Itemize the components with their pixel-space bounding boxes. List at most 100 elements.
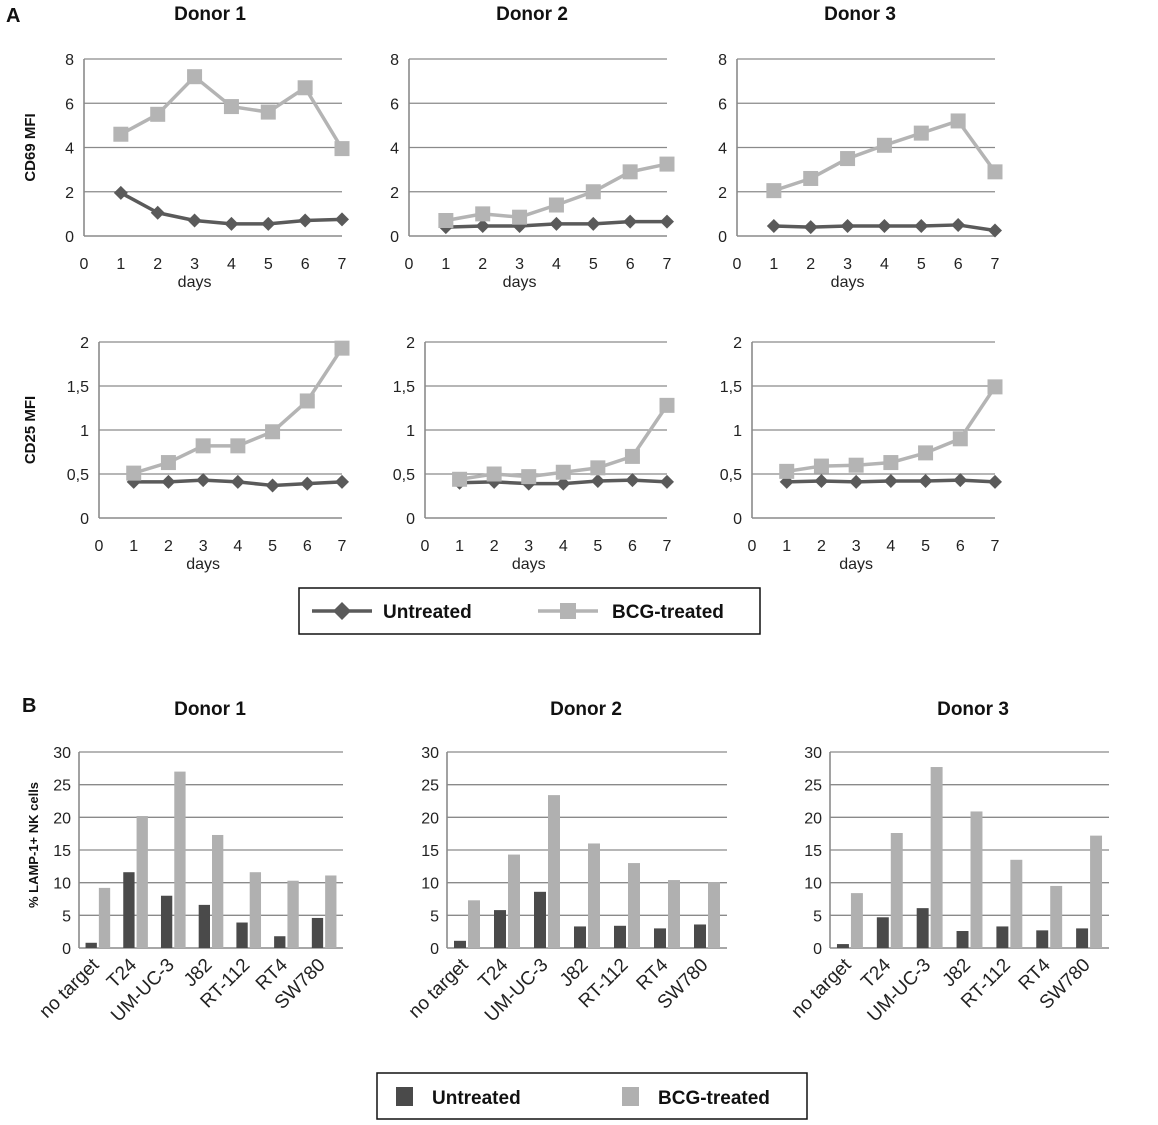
line-chart-a-cd69-d3: 0 2 4 6 8 0 1 2 3 4 5 6 7 days Donor 3 <box>718 4 1003 291</box>
bar-bcg <box>1050 885 1063 948</box>
legend-a-bcg-marker <box>560 603 576 619</box>
y-tick-label: 4 <box>390 141 399 158</box>
x-tick-label: 2 <box>164 538 173 555</box>
y-tick-label: 0,5 <box>393 467 415 484</box>
data-point-bcg <box>126 465 142 481</box>
y-tick-label: 2 <box>80 335 89 352</box>
data-point-untreated <box>196 473 211 488</box>
data-point-bcg <box>622 164 638 180</box>
x-tick-label: 3 <box>843 256 852 273</box>
x-tick-label: 4 <box>227 256 236 273</box>
y-tick-label: 0,5 <box>67 467 89 484</box>
x-tick-label: 5 <box>593 538 602 555</box>
bar-untreated <box>654 928 666 948</box>
legend-a: Untreated BCG-treated <box>298 587 761 635</box>
chart-title: Donor 3 <box>937 699 1009 720</box>
y-tick-label: 8 <box>390 52 399 69</box>
x-tick-label: 7 <box>338 256 347 273</box>
legend-a-frame <box>298 587 761 635</box>
data-point-bcg <box>590 460 606 476</box>
data-point-bcg <box>555 464 571 480</box>
x-tick-label: 3 <box>524 538 533 555</box>
bar-untreated <box>454 940 466 948</box>
x-tick-label: 4 <box>886 538 895 555</box>
legend-a-untreated-marker <box>333 602 351 620</box>
y-tick-label: 0 <box>390 229 399 246</box>
data-point-untreated <box>549 216 564 231</box>
bar-bcg <box>708 882 720 948</box>
y-tick-label: 1,5 <box>720 379 742 396</box>
x-tick-label: 7 <box>338 538 347 555</box>
bar-untreated <box>614 925 626 948</box>
data-point-untreated <box>953 473 968 488</box>
bar-bcg <box>890 833 903 948</box>
legend-b-untreated-swatch <box>396 1087 413 1106</box>
data-point-untreated <box>803 220 818 235</box>
bar-untreated <box>694 924 706 948</box>
x-tick-label: 4 <box>552 256 561 273</box>
data-point-bcg <box>334 340 350 356</box>
bar-bcg <box>136 816 148 948</box>
y-tick-label: 15 <box>804 843 822 860</box>
bar-bcg <box>668 880 680 948</box>
data-point-bcg <box>299 393 315 409</box>
data-point-untreated <box>883 474 898 489</box>
bar-bcg <box>930 767 943 948</box>
x-tick-label: 3 <box>852 538 861 555</box>
data-point-untreated <box>261 216 276 231</box>
y-tick-label: 8 <box>718 52 727 69</box>
bar-untreated <box>494 910 506 948</box>
data-point-untreated <box>590 474 605 489</box>
x-tick-label: 4 <box>233 538 242 555</box>
y-axis-title: % LAMP-1+ NK cells <box>26 782 41 908</box>
x-tick-label: 2 <box>817 538 826 555</box>
data-point-bcg <box>265 424 281 440</box>
data-point-bcg <box>512 209 528 225</box>
y-tick-label: 1 <box>406 423 415 440</box>
data-point-untreated <box>914 219 929 234</box>
data-point-untreated <box>918 474 933 489</box>
bar-untreated <box>534 891 546 948</box>
x-tick-label: 6 <box>626 256 635 273</box>
data-point-untreated <box>840 219 855 234</box>
y-tick-label: 15 <box>53 843 71 860</box>
data-point-untreated <box>814 474 829 489</box>
data-point-untreated <box>300 476 315 491</box>
x-tick-label: 7 <box>663 256 672 273</box>
y-tick-label: 10 <box>53 876 71 893</box>
chart-title: Donor 3 <box>824 4 896 25</box>
data-point-bcg <box>297 80 313 96</box>
data-point-bcg <box>813 458 829 474</box>
data-point-untreated <box>187 213 202 228</box>
data-point-bcg <box>113 126 129 142</box>
x-tick-label: 2 <box>153 256 162 273</box>
data-point-bcg <box>987 379 1003 395</box>
data-point-bcg <box>624 448 640 464</box>
x-tick-label: 5 <box>268 538 277 555</box>
x-tick-label: 5 <box>264 256 273 273</box>
y-tick-label: 1,5 <box>67 379 89 396</box>
y-tick-label: 25 <box>804 778 822 795</box>
legend-b-bcg-label: BCG-treated <box>658 1088 770 1109</box>
bar-untreated <box>916 908 929 948</box>
x-axis-title: days <box>831 274 865 291</box>
bar-untreated <box>274 936 286 948</box>
data-point-bcg <box>548 197 564 213</box>
data-point-bcg <box>260 104 276 120</box>
data-point-bcg <box>230 438 246 454</box>
x-tick-label: 0 <box>733 256 742 273</box>
category-label: no target <box>788 954 856 1022</box>
panel-b-letter: B <box>22 695 36 717</box>
x-axis-title: days <box>503 274 537 291</box>
legend-b-frame <box>376 1072 808 1120</box>
data-point-bcg <box>659 397 675 413</box>
y-tick-label: 30 <box>421 745 439 762</box>
bar-bcg <box>1090 835 1103 948</box>
bar-untreated <box>160 895 173 948</box>
data-point-untreated <box>335 212 349 227</box>
data-point-untreated <box>660 474 674 489</box>
y-tick-label: 0 <box>65 229 74 246</box>
y-axis-title: CD25 MFI <box>22 396 39 464</box>
data-point-untreated <box>113 185 128 200</box>
x-axis-title: days <box>839 556 873 573</box>
